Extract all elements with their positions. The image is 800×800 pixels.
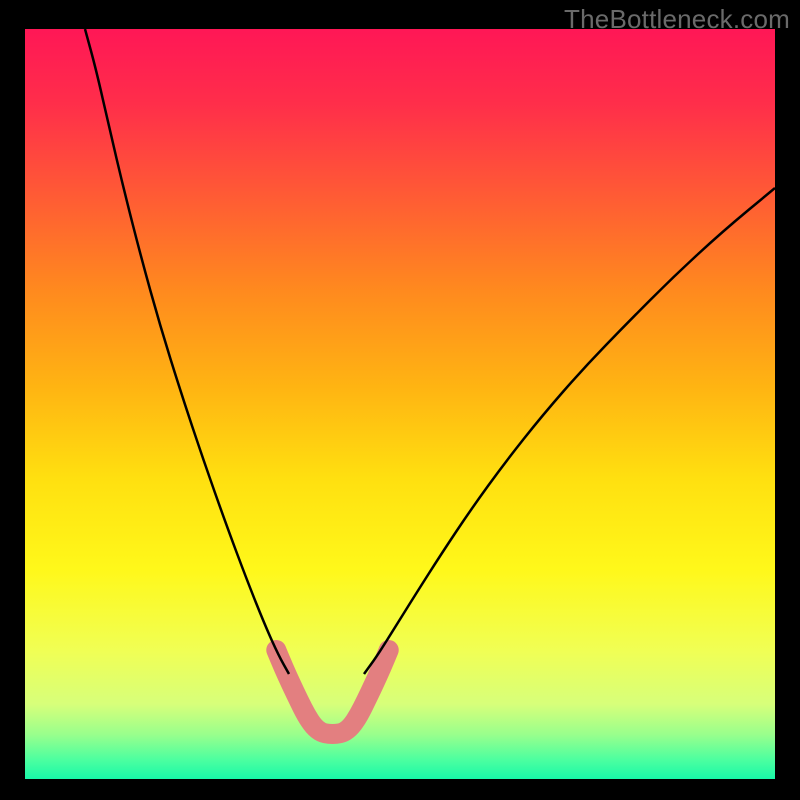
plot-area (25, 29, 775, 779)
curve-layer (25, 29, 775, 779)
chart-frame: TheBottleneck.com (0, 0, 800, 800)
main-curve-left (85, 29, 289, 674)
watermark-text: TheBottleneck.com (564, 4, 790, 35)
main-curve-right (364, 188, 775, 674)
